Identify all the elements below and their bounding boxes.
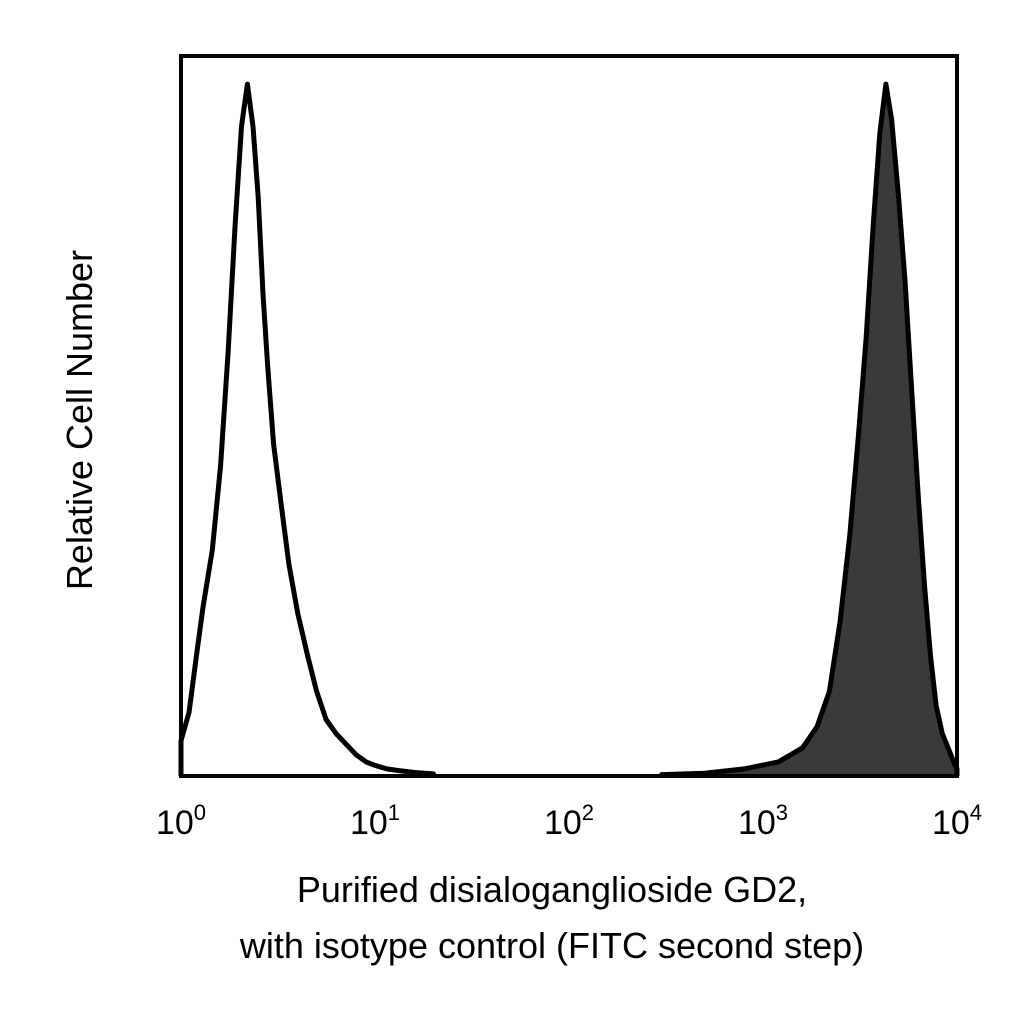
y-axis-label: Relative Cell Number xyxy=(59,250,100,590)
x-axis-label-line-2: with isotype control (FITC second step) xyxy=(239,925,864,966)
x-tick-label: 100 xyxy=(156,800,206,842)
x-tick-label: 101 xyxy=(350,800,400,842)
x-tick-labels: 100 101 102 103 104 xyxy=(156,800,982,842)
x-axis-label-line-1: Purified disialoganglioside GD2, xyxy=(297,869,807,910)
x-tick-label: 104 xyxy=(932,800,982,842)
plot-frame xyxy=(179,54,959,778)
x-tick-label: 103 xyxy=(738,800,788,842)
series-layer xyxy=(178,81,960,778)
histogram-outline-series xyxy=(178,81,436,777)
histogram-filled-series xyxy=(659,81,960,778)
x-tick-label: 102 xyxy=(544,800,594,842)
